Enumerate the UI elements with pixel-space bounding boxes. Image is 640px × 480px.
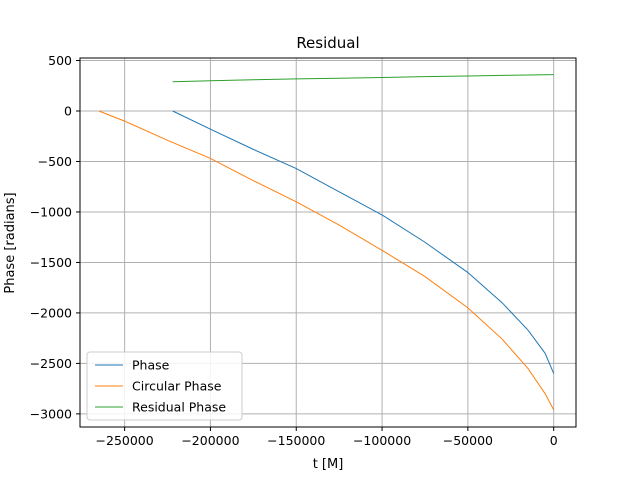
x-tick-label: 0: [550, 433, 558, 448]
x-tick-label: −250000: [96, 433, 154, 448]
series-line-circular-phase: [98, 110, 555, 411]
y-tick-label: −3000: [30, 406, 72, 421]
x-axis-ticks: −250000 −200000 −150000 −100000 −50000 0: [96, 427, 558, 448]
y-axis-label: Phase [radians]: [3, 192, 18, 293]
y-tick-label: −1500: [30, 255, 72, 270]
grid-lines: [80, 58, 576, 427]
y-tick-label: 500: [48, 53, 72, 68]
legend-label-residual-phase: Residual Phase: [132, 400, 226, 415]
y-tick-label: −500: [38, 154, 72, 169]
x-tick-label: −200000: [181, 433, 239, 448]
y-tick-label: 0: [64, 104, 72, 119]
legend-label-circular-phase: Circular Phase: [132, 379, 222, 394]
series-group: [98, 74, 555, 411]
legend-box: [86, 351, 243, 421]
y-tick-label: −2500: [30, 356, 72, 371]
legend-label-phase: Phase: [132, 358, 170, 373]
plot-area-frame: [79, 57, 577, 428]
y-axis-ticks: 500 0 −500 −1000 −1500 −2000 −2500 −3000: [30, 53, 80, 421]
y-tick-label: −2000: [30, 305, 72, 320]
legend: Phase Circular Phase Residual Phase: [86, 351, 243, 421]
x-tick-label: −150000: [267, 433, 325, 448]
x-tick-label: −50000: [443, 433, 493, 448]
series-line-residual-phase: [172, 74, 554, 83]
x-axis-label: t [M]: [313, 457, 344, 472]
x-tick-label: −100000: [353, 433, 411, 448]
chart-title: Residual: [296, 34, 359, 52]
y-tick-label: −1000: [30, 204, 72, 219]
series-line-phase: [172, 110, 555, 374]
